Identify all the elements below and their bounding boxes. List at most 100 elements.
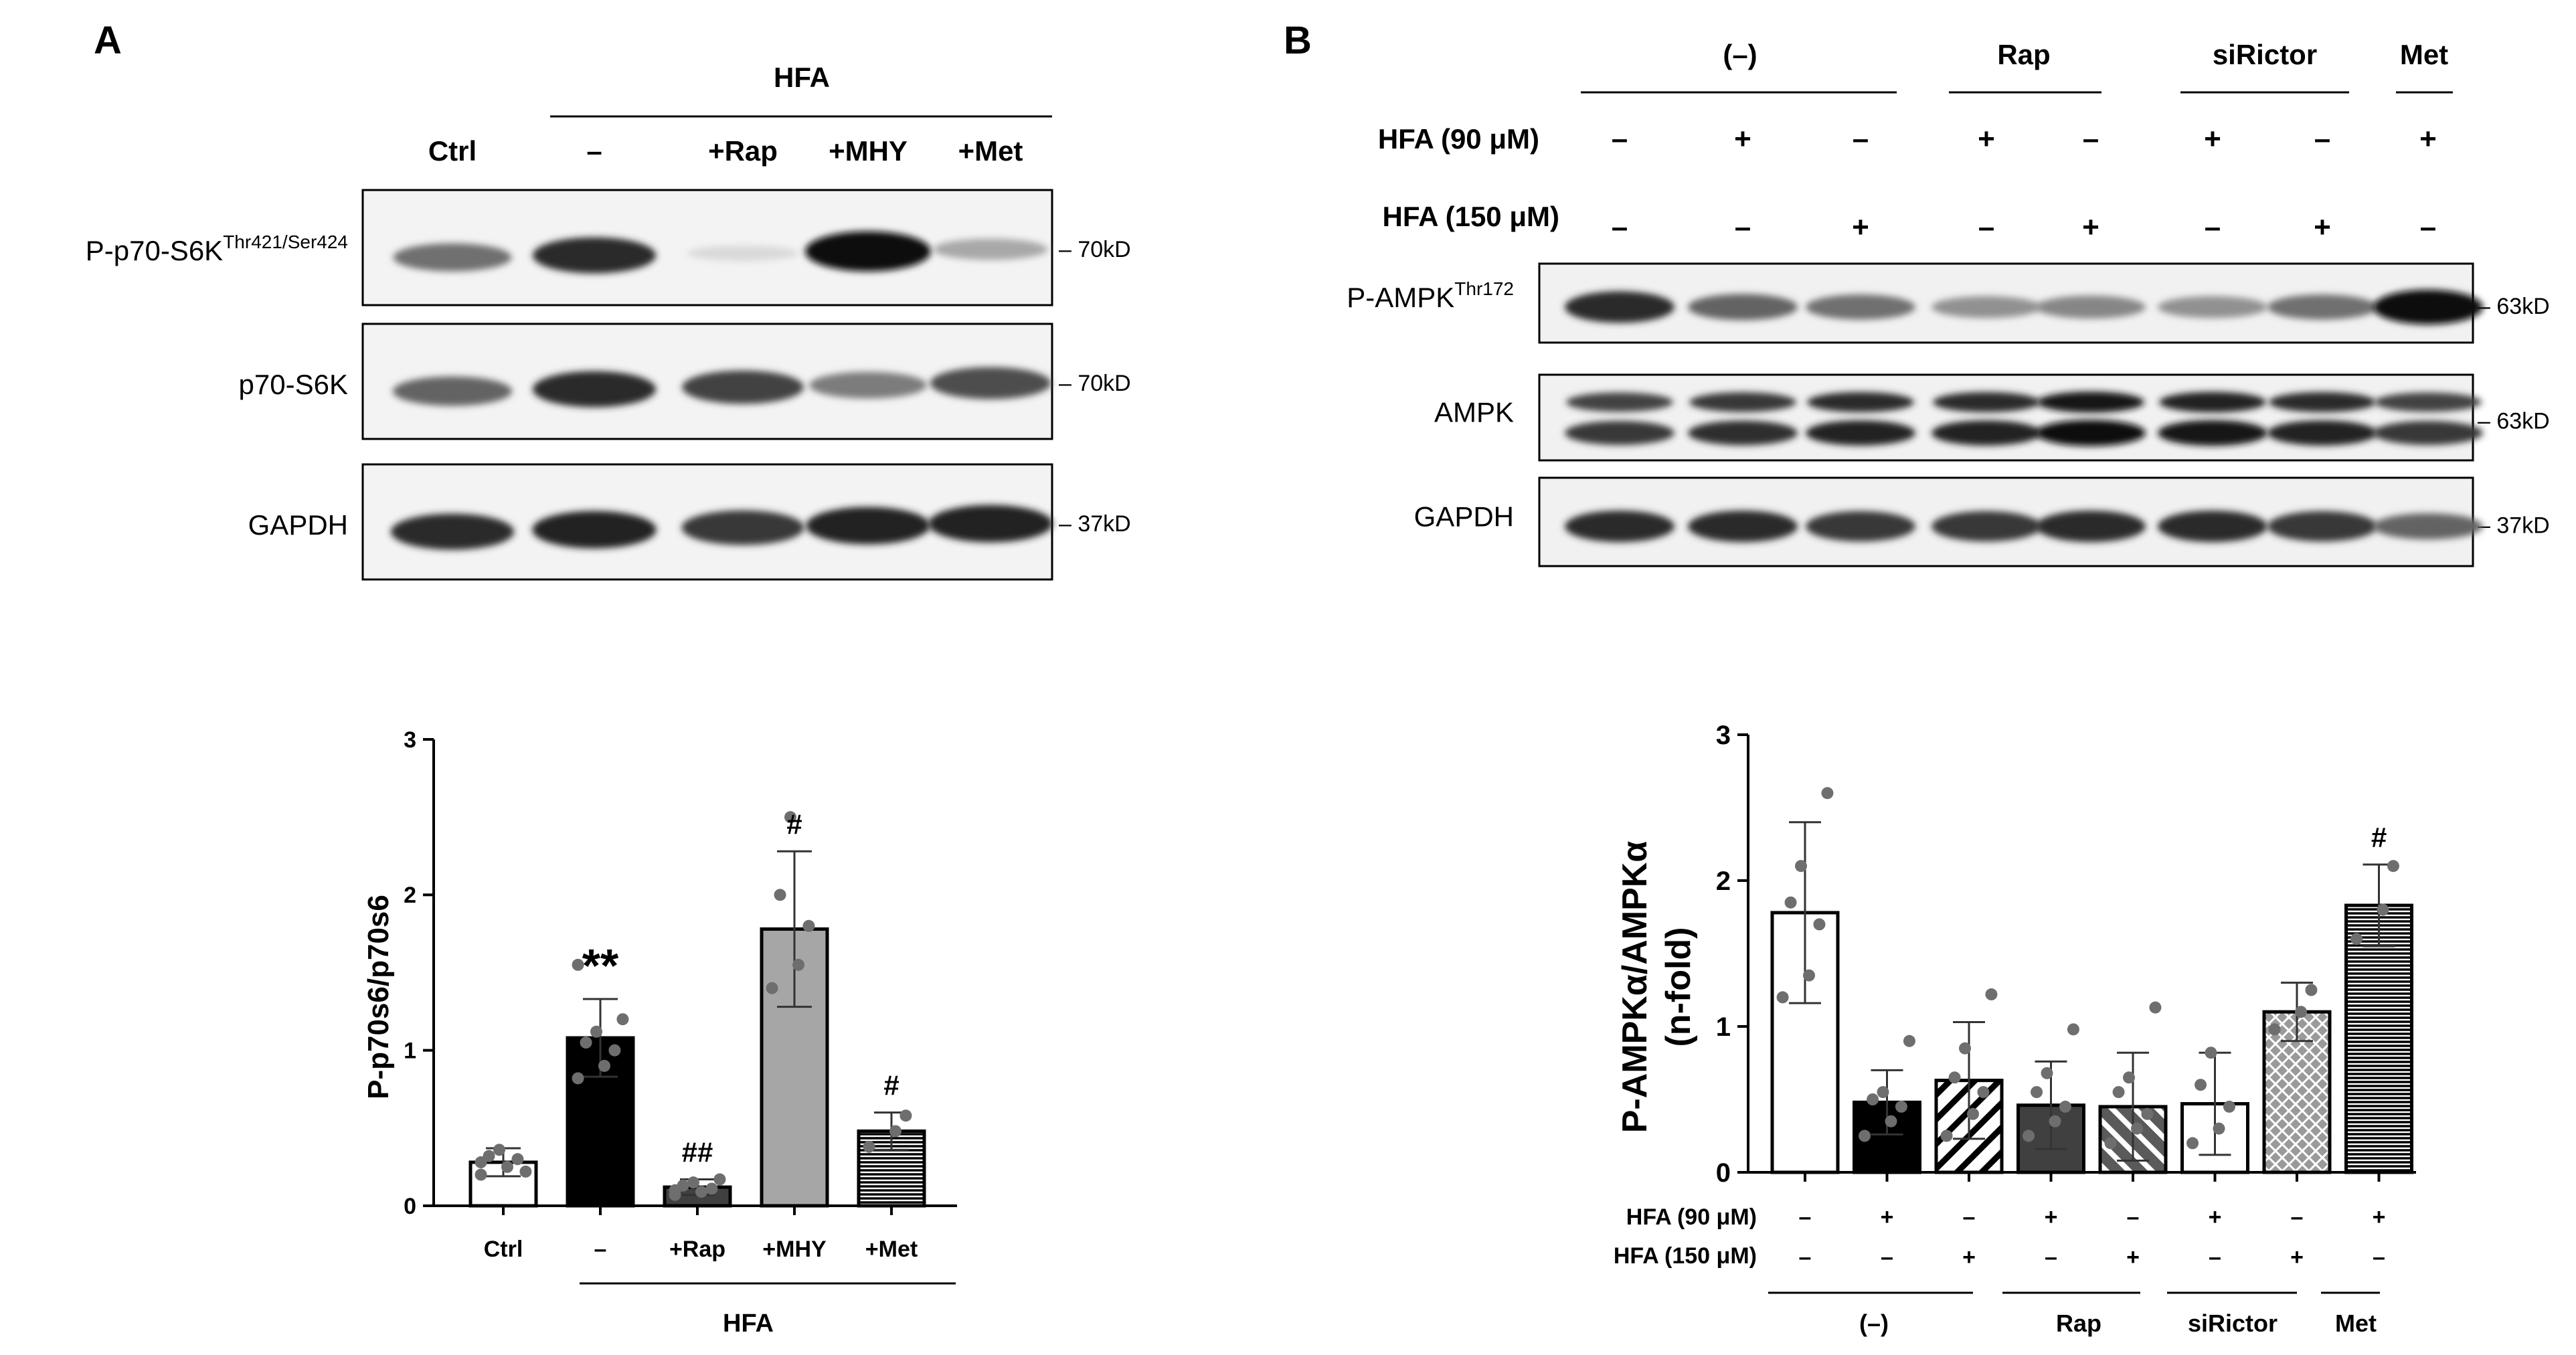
- data-point: [2059, 1100, 2071, 1113]
- panel-b-row2-sign: +: [2314, 211, 2331, 244]
- chart2-row2-sign: –: [2045, 1245, 2057, 1270]
- panel-b-row2-label: HFA (150 μM): [1382, 201, 1559, 232]
- data-point: [598, 1059, 610, 1072]
- blot-band: [1566, 392, 1673, 412]
- panel-b-row2-sign: –: [1978, 211, 1994, 244]
- panel-b-group-label: Rap: [1997, 39, 2050, 70]
- data-point: [1959, 1042, 1971, 1055]
- blot-label-main: P-p70-S6K: [86, 235, 223, 266]
- blot-band: [2267, 420, 2377, 446]
- data-point: [1940, 1130, 1953, 1142]
- blot-label-main: GAPDH: [1414, 501, 1514, 533]
- data-point: [2195, 1079, 2207, 1091]
- chart1-group-label: HFA: [723, 1309, 774, 1338]
- panel-b-group-label: Met: [2400, 39, 2448, 70]
- significance-marker: #: [883, 1070, 899, 1101]
- blot-label: GAPDH: [1414, 501, 1514, 533]
- panel-b-row1-sign: +: [1978, 122, 1995, 155]
- blot-band: [2036, 295, 2146, 319]
- blot-band: [2158, 296, 2267, 319]
- chart2-row2-sign: –: [2373, 1245, 2385, 1270]
- data-point: [784, 811, 796, 824]
- data-point: [2149, 1001, 2162, 1014]
- blot-row: GAPDH – 37kD: [1414, 476, 2550, 567]
- panel-a-lane-label: +MHY: [829, 135, 908, 167]
- data-point: [1985, 988, 1998, 1001]
- data-point: [2295, 1006, 2307, 1018]
- data-point: [2112, 1086, 2125, 1099]
- chart2-group-label: Met: [2335, 1309, 2377, 1337]
- panel-b-letter: B: [1284, 19, 1312, 62]
- data-point: [695, 1186, 707, 1198]
- panel-b-row2-sign: +: [2082, 211, 2099, 244]
- y-tick-label: 0: [404, 1194, 416, 1219]
- chart2-row1-sign: +: [2045, 1204, 2058, 1230]
- chart2-row1-sign: +: [1881, 1204, 1894, 1230]
- blot-band: [1688, 511, 1798, 543]
- x-category-label: Ctrl: [484, 1237, 523, 1262]
- panel-b-row1-label: HFA (90 μM): [1378, 123, 1539, 155]
- blot-band: [2373, 421, 2483, 446]
- chart2-row1-sign: +: [2373, 1204, 2386, 1230]
- data-point: [713, 1173, 726, 1186]
- blot-band: [682, 370, 804, 404]
- blot-band: [933, 238, 1048, 260]
- bar: [2344, 903, 2413, 1174]
- data-point: [1795, 860, 1807, 873]
- blot-marker: – 37kD: [2478, 513, 2550, 539]
- y-tick-label: 3: [404, 727, 416, 753]
- blot-band: [2267, 294, 2377, 320]
- chart2-row2-sign: –: [1799, 1245, 1812, 1270]
- y-tick-label: 1: [404, 1038, 416, 1064]
- blot-band: [1931, 511, 2041, 542]
- blot-marker: – 37kD: [1059, 511, 1131, 537]
- data-point: [899, 1109, 912, 1122]
- panel-a-blots: P-p70-S6KThr421/Ser424 – 70kD p70-S6K – 70k…: [86, 189, 1131, 581]
- blot-label-main: P-AMPK: [1347, 282, 1454, 313]
- blot-band: [2036, 511, 2146, 543]
- blot-band: [1565, 511, 1675, 543]
- blot-band: [2036, 420, 2146, 446]
- blot-band: [1931, 296, 2041, 319]
- blot-band: [532, 511, 657, 549]
- data-point: [766, 982, 778, 994]
- panel-b-row1-sign: –: [2314, 122, 2330, 155]
- data-point: [2049, 1115, 2061, 1127]
- panel-b-row1-sign: –: [2083, 122, 2099, 155]
- chart2-row2-label: HFA (150 μM): [1614, 1243, 1757, 1269]
- blot-band: [1688, 294, 1798, 321]
- data-point: [1895, 1100, 1907, 1113]
- data-point: [2223, 1100, 2235, 1113]
- data-point: [2031, 1086, 2043, 1099]
- panel-b-row1-sign: +: [2204, 122, 2221, 155]
- blot-band: [390, 513, 515, 550]
- y-tick-label: 2: [1716, 867, 1731, 896]
- data-point: [1813, 918, 1826, 931]
- blot-band: [806, 507, 930, 545]
- data-point: [2268, 1023, 2281, 1036]
- blot-label-superscript: Thr172: [1454, 278, 1514, 299]
- blot-band: [1565, 291, 1675, 323]
- blot-label-main: AMPK: [1434, 396, 1514, 428]
- blot-marker: – 70kD: [1059, 237, 1131, 262]
- data-point: [1903, 1034, 1915, 1047]
- chart2-row1-sign: +: [2209, 1204, 2222, 1230]
- data-point: [1803, 969, 1815, 982]
- panel-b-row2-sign: –: [1612, 211, 1628, 244]
- blot-band: [805, 231, 931, 272]
- chart2-row2-sign: –: [2209, 1245, 2221, 1270]
- y-tick-label: 0: [1716, 1158, 1731, 1188]
- data-point: [705, 1182, 718, 1195]
- chart2-row1-sign: –: [1799, 1204, 1812, 1230]
- data-point: [2205, 1047, 2217, 1059]
- data-point: [2067, 1023, 2079, 1036]
- blot-band: [2158, 511, 2267, 543]
- blot-row: AMPK – 63kD: [1434, 373, 2550, 462]
- data-point: [580, 1036, 592, 1049]
- blot-band: [2267, 511, 2377, 542]
- blot-row: p70-S6K – 70kD: [239, 323, 1131, 440]
- significance-marker: #: [2371, 822, 2387, 853]
- panel-a-lane-label: +Met: [958, 135, 1023, 167]
- data-point: [2131, 1122, 2143, 1135]
